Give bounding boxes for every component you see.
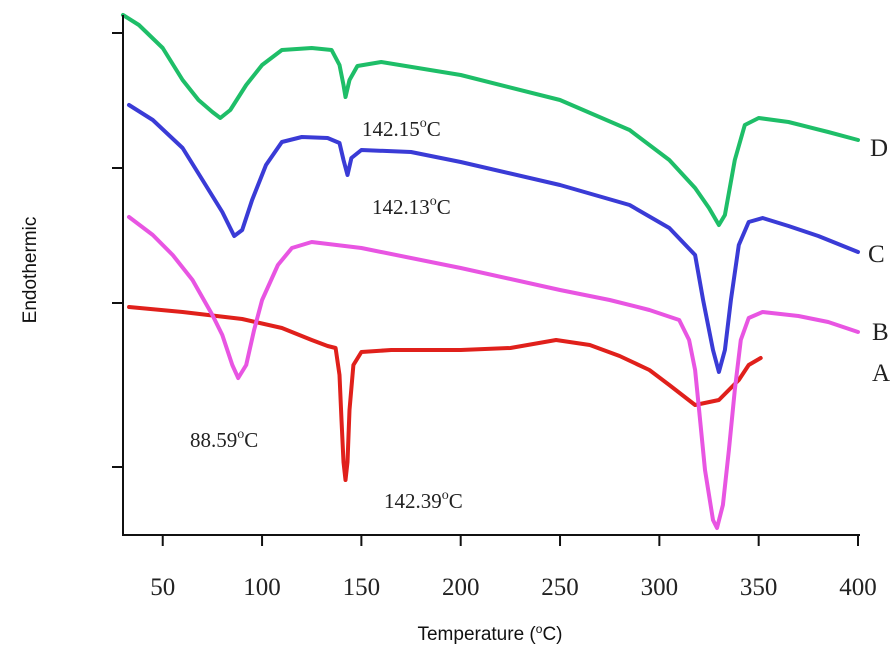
annotation-b-peak: 88.59oC — [190, 427, 258, 452]
curve-label-c: C — [868, 241, 885, 268]
annotation-a-peak: 142.39oC — [384, 488, 463, 513]
annotation-d-peak: 142.15oC — [362, 116, 441, 141]
x-tick-label-350: 350 — [740, 574, 778, 601]
y-axis-title: Endothermic — [20, 217, 41, 324]
annotation-c-peak: 142.13oC — [372, 194, 451, 219]
curve-label-b: B — [872, 319, 889, 346]
x-tick-label-150: 150 — [343, 574, 381, 601]
x-tick-label-50: 50 — [150, 574, 175, 601]
curve-d — [121, 13, 860, 227]
x-tick-label-250: 250 — [541, 574, 579, 601]
curve-a — [127, 305, 763, 482]
y-ticks-group — [112, 32, 123, 468]
x-axis-title: Temperature (oC) — [417, 622, 562, 645]
x-tick-label-400: 400 — [839, 574, 877, 601]
axes-group — [122, 15, 860, 536]
x-ticks-group: 50 100 150 200 250 300 350 400 — [150, 535, 877, 601]
curve-label-d: D — [870, 135, 888, 162]
curves-group — [121, 13, 860, 530]
curve-b — [127, 215, 860, 530]
x-tick-label-300: 300 — [641, 574, 679, 601]
curve-label-a: A — [872, 360, 890, 387]
x-tick-label-200: 200 — [442, 574, 480, 601]
x-tick-label-100: 100 — [243, 574, 281, 601]
curve-c — [127, 103, 860, 374]
